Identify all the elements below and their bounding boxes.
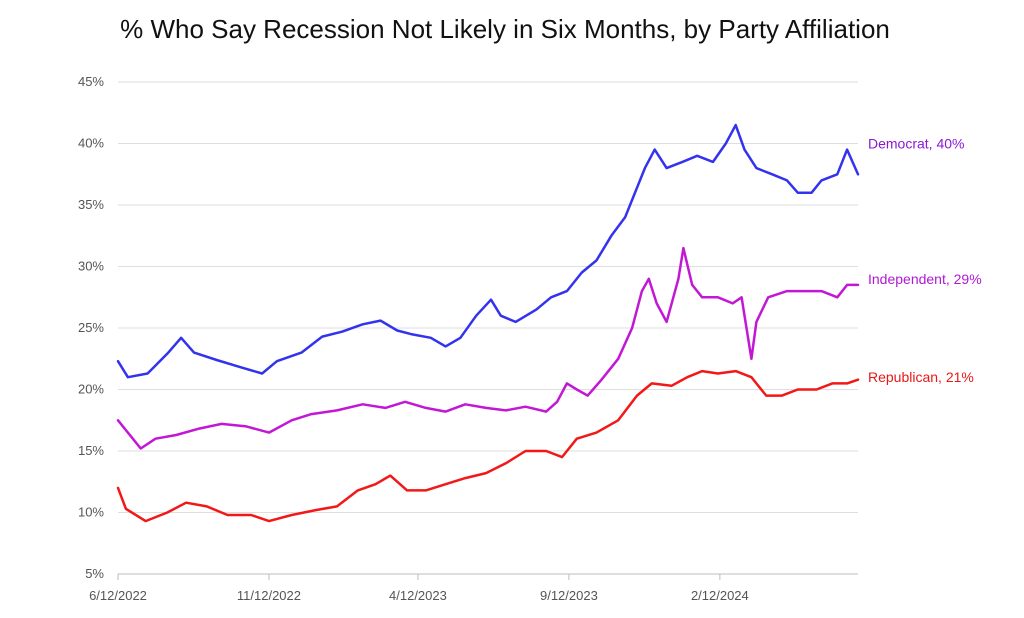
y-tick-label: 10% xyxy=(78,505,104,520)
series-end-labels: Democrat, 40% Independent, 29% Republican,… xyxy=(868,136,982,386)
series-lines xyxy=(116,123,860,523)
y-tick-label: 30% xyxy=(78,259,104,274)
chart-title: % Who Say Recession Not Likely in Six Mo… xyxy=(120,14,890,44)
y-tick-label: 15% xyxy=(78,443,104,458)
x-tick-label: 6/12/2022 xyxy=(89,588,147,603)
series-label-independent: Independent, 29% xyxy=(868,271,982,287)
y-tick-label: 25% xyxy=(78,320,104,335)
series-line-democrat xyxy=(116,123,860,379)
y-tick-label: 5% xyxy=(85,566,104,581)
y-tick-label: 40% xyxy=(78,136,104,151)
series-label-republican: Republican, 21% xyxy=(868,369,974,385)
y-tick-label: 35% xyxy=(78,197,104,212)
x-axis-ticks: 6/12/2022 11/12/2022 4/12/2023 9/12/2023 2/1… xyxy=(89,574,749,603)
x-tick-label: 2/12/2024 xyxy=(691,588,749,603)
x-tick-label: 4/12/2023 xyxy=(389,588,447,603)
y-tick-label: 45% xyxy=(78,74,104,89)
y-tick-label: 20% xyxy=(78,382,104,397)
x-tick-label: 9/12/2023 xyxy=(540,588,598,603)
x-tick-label: 11/12/2022 xyxy=(237,588,301,603)
y-axis-ticks: 5% 10% 15% 20% 25% 30% 35% 40% 45% xyxy=(78,74,104,581)
grid-lines xyxy=(118,81,858,575)
series-line-republican xyxy=(116,369,860,523)
series-line-independent xyxy=(116,246,860,450)
series-label-democrat: Democrat, 40% xyxy=(868,136,964,152)
